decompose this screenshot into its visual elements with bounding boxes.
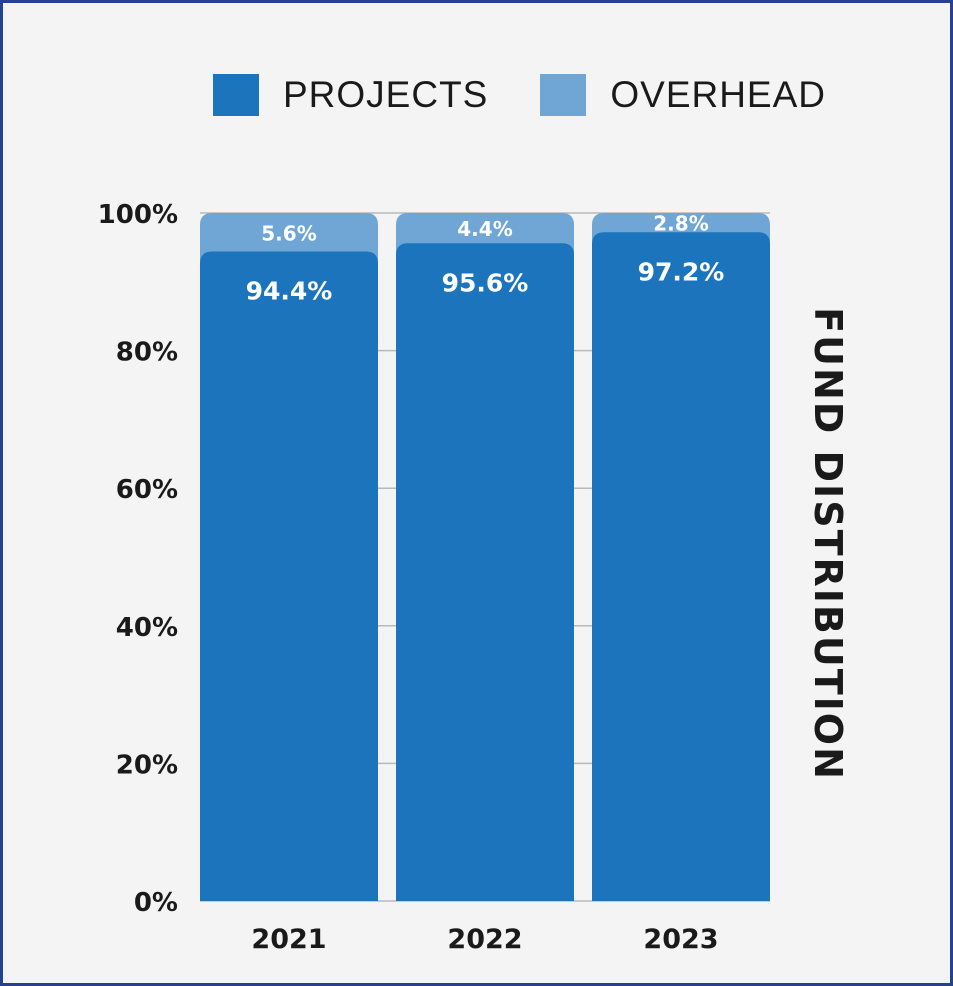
x-tick-label-2023: 2023: [643, 924, 718, 955]
legend-label-overhead: OVERHEAD: [610, 74, 827, 115]
bars: [200, 213, 770, 902]
y-tick-label: 80%: [116, 338, 178, 368]
x-axis-ticks: 2021 2022 2023: [251, 924, 718, 955]
y-tick-label: 40%: [116, 613, 178, 643]
y-tick-label: 100%: [98, 200, 178, 230]
legend-swatch-overhead: [540, 74, 587, 116]
y-tick-label: 20%: [116, 750, 178, 780]
bar-chart: 0% 20% 40% 60% 80% 100% 5.6% 94.4% 4.4% 95.6% 2.8…: [98, 200, 850, 955]
legend-item-overhead: OVERHEAD: [540, 74, 826, 116]
data-label-overhead-2023: 2.8%: [653, 212, 708, 236]
data-label-overhead-2021: 5.6%: [261, 221, 316, 245]
x-tick-label-2022: 2022: [447, 924, 522, 955]
legend: PROJECTS OVERHEAD: [213, 73, 878, 117]
y-axis-label: FUND DISTRIBUTION: [806, 307, 850, 781]
bar-overhead-2021: [200, 213, 378, 264]
data-label-projects-2021: 94.4%: [246, 277, 333, 306]
legend-label-projects: PROJECTS: [283, 74, 489, 115]
y-tick-label: 0%: [134, 888, 178, 918]
data-label-projects-2022: 95.6%: [442, 268, 529, 297]
legend-swatch-projects: [213, 74, 259, 116]
x-tick-label-2021: 2021: [251, 924, 326, 955]
data-label-overhead-2022: 4.4%: [457, 217, 512, 241]
bar-projects-2023: [592, 232, 770, 901]
data-labels: 5.6% 94.4% 4.4% 95.6% 2.8% 97.2%: [246, 212, 725, 306]
legend-item-projects: PROJECTS: [213, 74, 488, 116]
y-tick-label: 60%: [116, 475, 178, 505]
bar-projects-2021: [200, 251, 378, 901]
bar-projects-2022: [396, 243, 574, 902]
y-axis-ticks: 0% 20% 40% 60% 80% 100%: [98, 200, 178, 918]
data-label-projects-2023: 97.2%: [638, 257, 725, 286]
